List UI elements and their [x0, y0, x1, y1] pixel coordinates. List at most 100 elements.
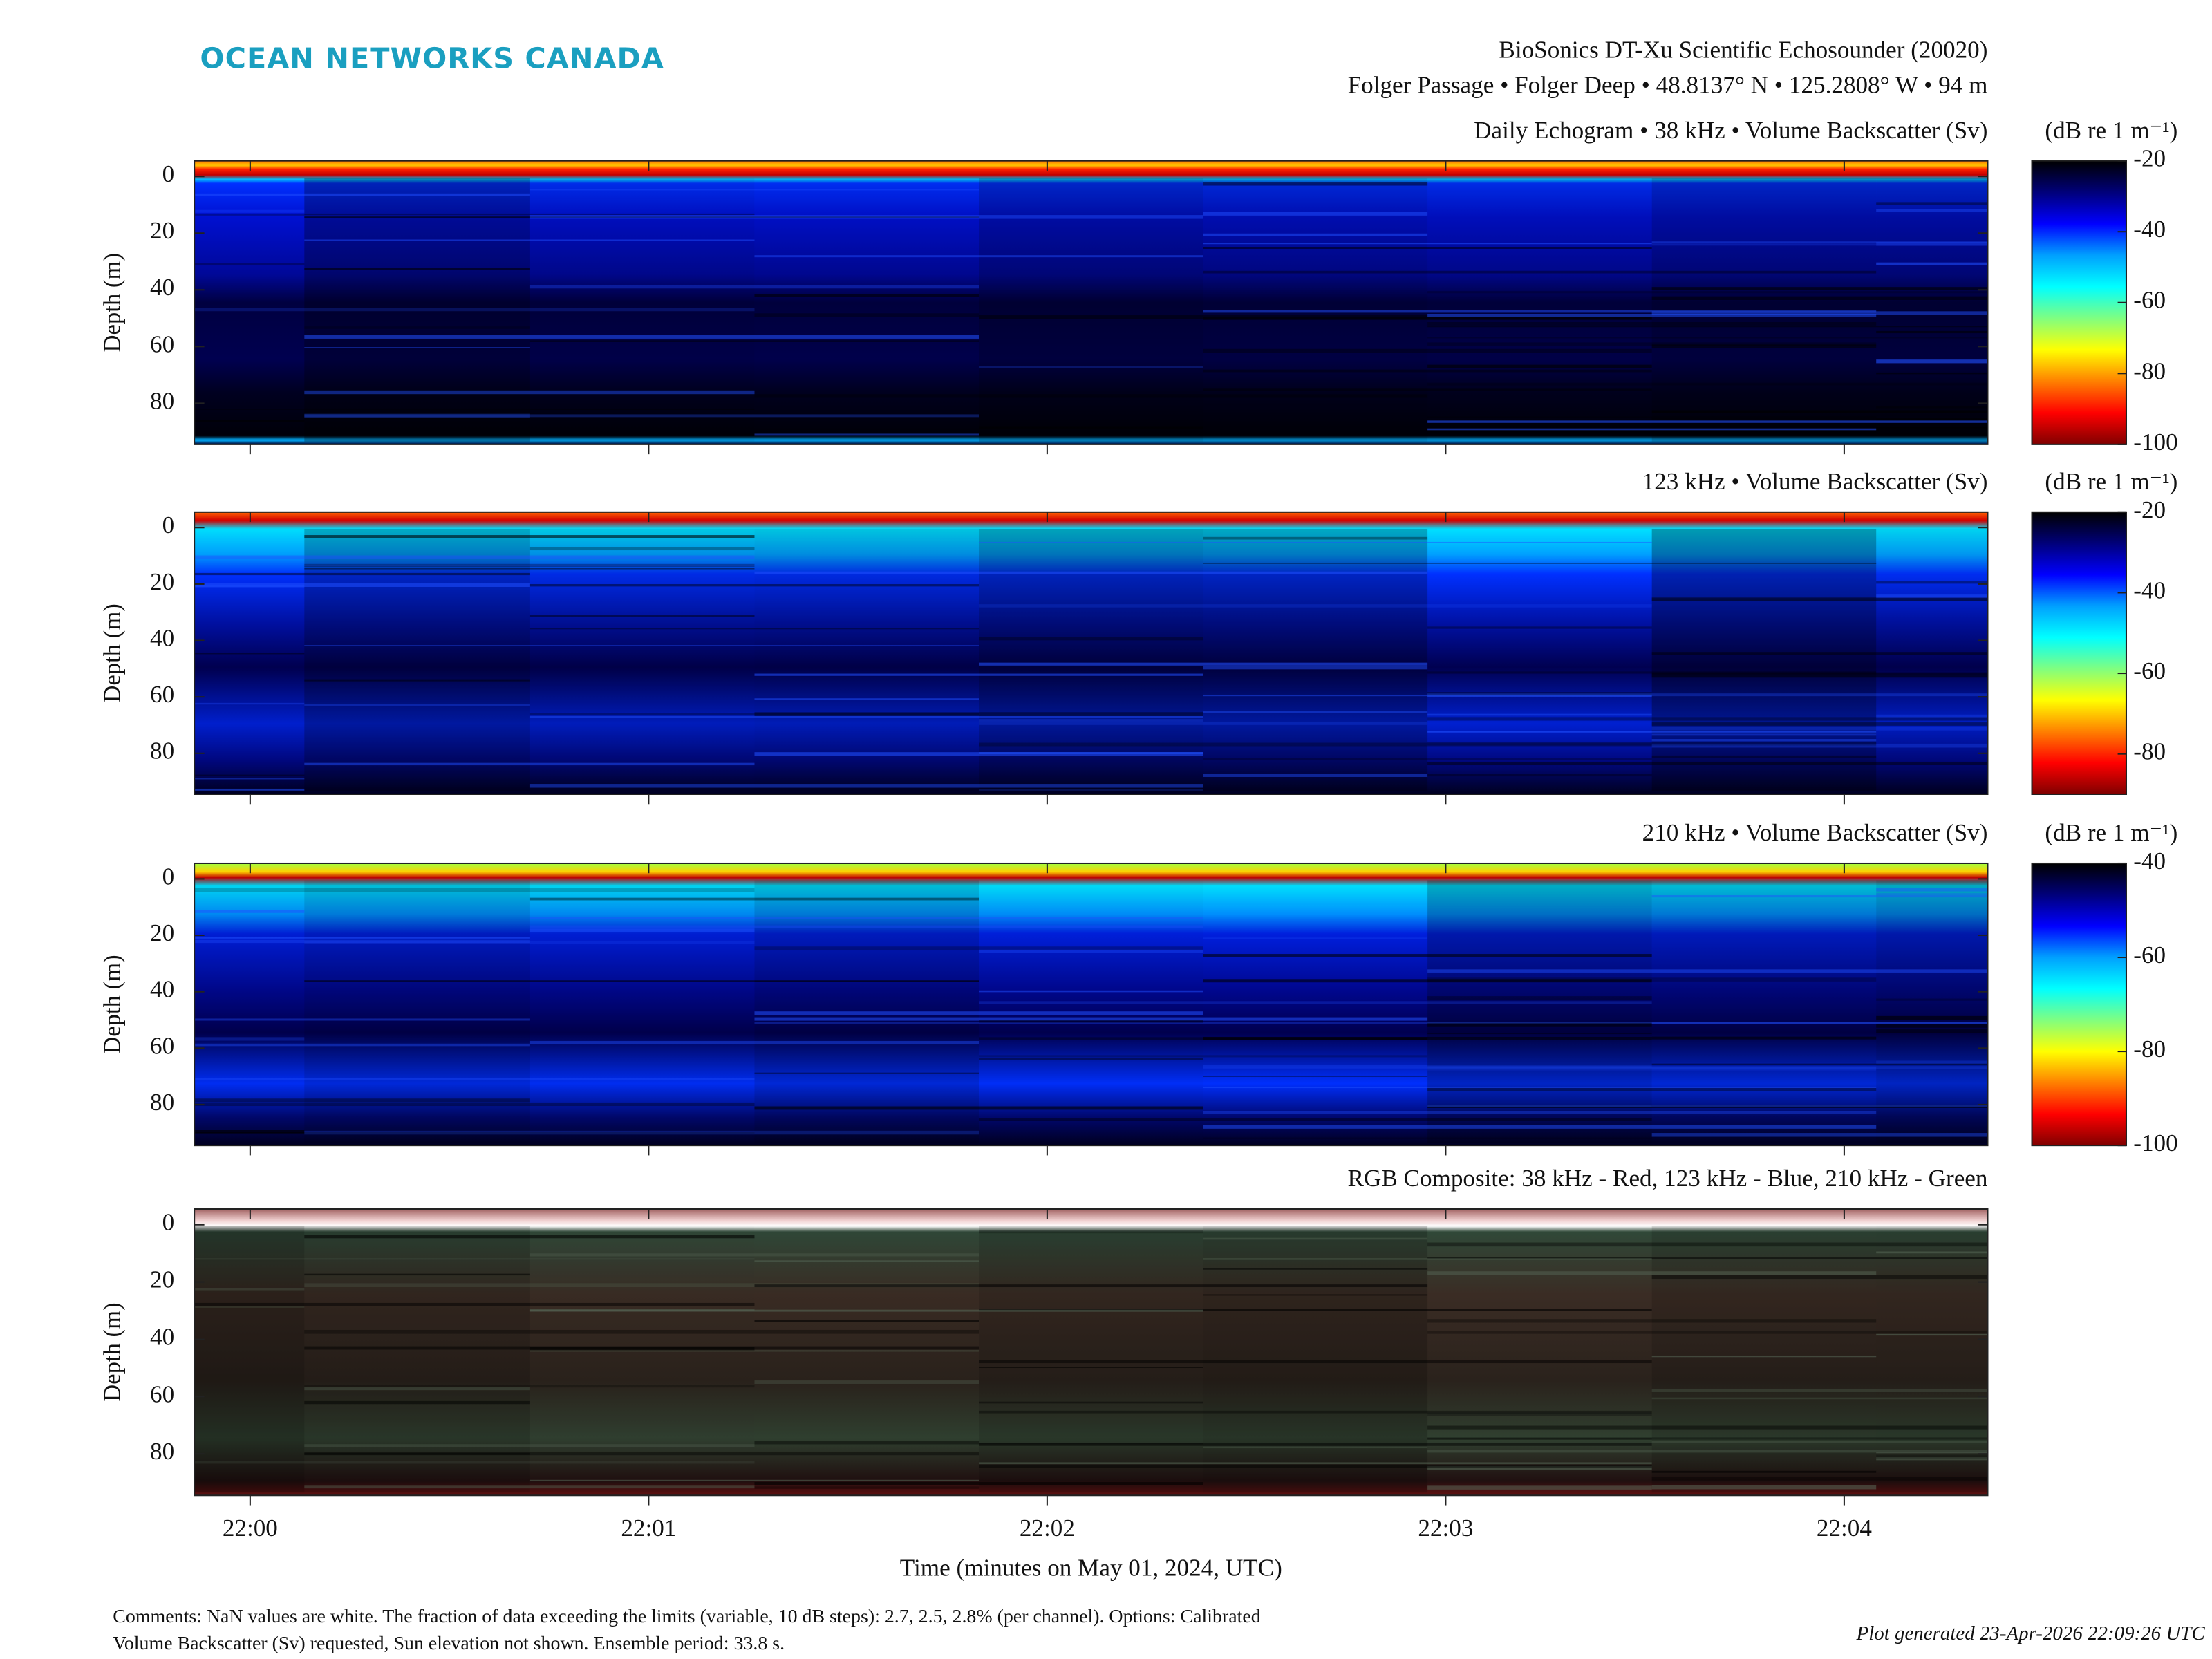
- y-tick-label: 0: [162, 863, 175, 890]
- colorbar-tick-label: -80: [2133, 1035, 2166, 1062]
- echo-stripe: [754, 1260, 980, 1262]
- colorbar-tick-label: -40: [2133, 216, 2166, 243]
- echo-stripe: [529, 784, 1203, 788]
- echo-stripe: [1651, 410, 1988, 413]
- echo-stripe: [754, 1380, 980, 1384]
- y-tick-label: 0: [162, 1209, 175, 1236]
- ensemble-shade: [1651, 529, 1877, 791]
- echo-stripe: [1427, 1485, 1652, 1490]
- echo-stripe: [754, 571, 1428, 574]
- echo-stripe: [194, 409, 755, 410]
- echo-stripe: [194, 1130, 305, 1134]
- echo-stripe: [1651, 1036, 1877, 1040]
- echo-stripe: [754, 1284, 1428, 1288]
- echo-stripe: [1203, 665, 1428, 670]
- echo-stripe: [979, 637, 1203, 641]
- echo-stripe: [1876, 359, 1988, 364]
- echo-stripe: [529, 715, 1203, 718]
- panel-title: Daily Echogram • 38 kHz • Volume Backsca…: [1474, 117, 1987, 144]
- ensemble-shade: [1876, 529, 1988, 791]
- echo-stripe: [979, 662, 1428, 666]
- y-axis-label: Depth (m): [98, 955, 125, 1054]
- echo-stripe: [1876, 330, 1988, 334]
- echo-stripe: [529, 546, 755, 551]
- echo-stripe: [304, 414, 980, 418]
- echo-stripe: [1427, 996, 1652, 1000]
- echo-stripe: [304, 1387, 530, 1391]
- y-tick-label: 0: [162, 160, 175, 187]
- x-tick-label: 22:04: [1817, 1515, 1872, 1541]
- ensemble-shade: [1203, 1226, 1428, 1493]
- echo-stripe: [1651, 597, 1988, 599]
- echo-stripe: [1427, 291, 1988, 294]
- y-tick-label: 80: [150, 738, 174, 765]
- echo-stripe: [1651, 296, 1988, 300]
- y-tick-label: 20: [150, 919, 174, 946]
- echo-stripe: [1427, 342, 1877, 346]
- echo-stripe: [979, 1058, 1203, 1060]
- echo-stripe: [1876, 1333, 1988, 1336]
- title-line: Folger Passage • Folger Deep • 48.8137° …: [1348, 72, 1988, 99]
- echo-stripe: [1203, 1036, 1652, 1040]
- echo-stripe: [1427, 1425, 1988, 1430]
- echo-stripe: [194, 1078, 755, 1080]
- echo-stripe: [1203, 1087, 1877, 1089]
- echo-stripe: [1427, 1257, 1988, 1259]
- echo-stripe: [1203, 1446, 1428, 1449]
- echo-stripe: [1203, 562, 1877, 564]
- echo-stripe: [1876, 1454, 1988, 1459]
- echo-stripe: [1427, 382, 1988, 386]
- echo-stripe: [1876, 406, 1988, 409]
- echo-stripe: [1427, 337, 1988, 339]
- echo-stripe: [304, 335, 980, 339]
- echo-stripe: [529, 917, 1203, 919]
- ensemble-shade: [1651, 880, 1877, 1143]
- echo-stripe: [1427, 430, 1877, 434]
- echo-stripe: [1876, 594, 1988, 598]
- y-tick-label: 80: [150, 388, 174, 415]
- echo-stripe: [754, 394, 1428, 398]
- echo-stripe: [1651, 598, 1988, 601]
- y-tick-label: 40: [150, 274, 174, 301]
- echo-stripe: [1203, 1258, 1652, 1260]
- y-tick-label: 40: [150, 1324, 174, 1351]
- ensemble-shade: [754, 178, 980, 442]
- echo-stripe: [1203, 1294, 1428, 1296]
- echo-stripe: [1876, 418, 1988, 422]
- echo-stripe: [1427, 1271, 1877, 1275]
- ensemble-shade: [304, 1226, 530, 1493]
- echo-stripe: [754, 1482, 1203, 1485]
- echo-stripe: [979, 366, 1203, 368]
- echo-stripe: [194, 1043, 530, 1047]
- echo-stripe: [754, 1320, 980, 1322]
- echo-stripe: [1203, 774, 1428, 777]
- echo-stripe: [1427, 1105, 1652, 1107]
- echo-stripe: [529, 188, 980, 191]
- echo-stripe: [1427, 1412, 1652, 1416]
- echo-stripe: [979, 719, 1203, 722]
- echo-stripe: [1427, 1319, 1877, 1323]
- echo-stripe: [1203, 758, 1652, 760]
- colorbar: [2031, 160, 2128, 445]
- echo-stripe: [194, 939, 530, 944]
- y-tick-label: 80: [150, 1089, 174, 1116]
- echo-stripe: [304, 1329, 980, 1334]
- echo-stripe: [979, 949, 1203, 953]
- echo-stripe: [1651, 1133, 1988, 1137]
- colorbar-tick-label: -60: [2133, 941, 2166, 968]
- echo-stripe: [304, 940, 755, 944]
- echo-stripe: [194, 778, 305, 780]
- echo-stripe: [1203, 182, 1428, 186]
- colorbar-tick-label: -80: [2133, 357, 2166, 384]
- echo-stripe: [304, 216, 980, 218]
- echo-stripe: [979, 751, 1203, 754]
- echo-stripe: [1876, 893, 1988, 895]
- y-tick-label: 60: [150, 1032, 174, 1059]
- ensemble-shade: [1651, 178, 1877, 442]
- echo-stripe: [979, 1410, 1652, 1414]
- echo-stripe: [529, 1347, 755, 1351]
- echo-stripe: [194, 1258, 755, 1260]
- echo-stripe: [194, 1306, 305, 1308]
- echo-stripe: [1427, 1022, 1652, 1027]
- echo-stripe: [1203, 348, 1652, 353]
